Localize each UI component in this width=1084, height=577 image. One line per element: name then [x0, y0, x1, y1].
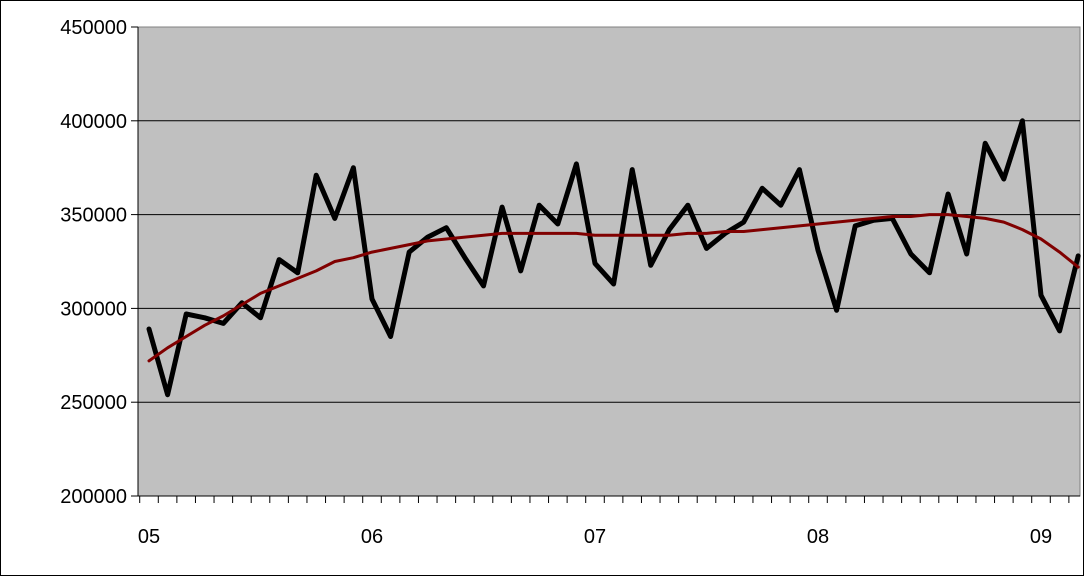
x-tick-label: 05: [138, 526, 160, 548]
series-line-black: [146, 118, 1081, 398]
y-tick-label: 450000: [60, 17, 127, 39]
y-axis-ticks: 200000 250000 300000 350000 400000 450000: [60, 17, 138, 508]
x-axis-ticks: 05 06 07 08 09: [138, 496, 1070, 548]
y-tick-label: 350000: [60, 205, 127, 227]
y-tick-label: 250000: [60, 392, 127, 414]
x-tick-label: 07: [584, 526, 606, 548]
series-line-dark-red: [147, 213, 1080, 363]
x-tick-label: 06: [361, 526, 383, 548]
series-group: [146, 118, 1081, 398]
x-tick-label: 08: [807, 526, 829, 548]
y-tick-label: 300000: [60, 298, 127, 320]
plot-area: [137, 26, 1081, 497]
y-tick-label: 400000: [60, 111, 127, 133]
gridlines: [138, 120, 1080, 403]
x-tick-label: 09: [1030, 526, 1052, 548]
y-tick-label: 200000: [60, 486, 127, 508]
